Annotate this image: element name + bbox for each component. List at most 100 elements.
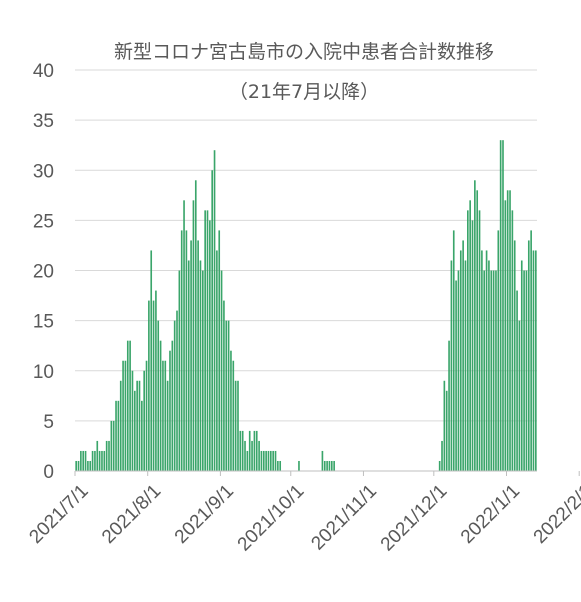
bar xyxy=(443,380,446,471)
x-tick-label: 2022/2/1 xyxy=(530,481,581,548)
bar xyxy=(279,460,282,471)
bar xyxy=(225,320,228,472)
bar xyxy=(513,240,516,471)
bar xyxy=(535,250,537,471)
bar xyxy=(169,350,171,471)
bar xyxy=(502,140,504,471)
bar xyxy=(230,350,232,471)
bar xyxy=(164,360,167,471)
bar xyxy=(206,210,209,471)
bar xyxy=(492,270,495,471)
bar xyxy=(75,460,77,471)
bar xyxy=(445,390,448,471)
bar xyxy=(511,210,514,471)
bar xyxy=(108,440,110,471)
bar xyxy=(272,450,274,471)
bar xyxy=(497,230,500,471)
bar xyxy=(244,440,246,471)
bar xyxy=(246,450,249,471)
x-tick-label: 2021/7/1 xyxy=(25,481,92,548)
bar xyxy=(89,460,92,471)
bar xyxy=(241,430,244,471)
bars xyxy=(75,140,537,472)
bar xyxy=(232,360,235,471)
bar xyxy=(187,260,190,471)
y-tick-label: 20 xyxy=(33,262,54,283)
bar xyxy=(516,290,518,471)
bar xyxy=(117,400,120,471)
bar xyxy=(277,460,279,471)
bar xyxy=(450,260,453,471)
bar xyxy=(326,460,328,471)
x-tick-label: 2021/12/1 xyxy=(377,481,452,556)
bar xyxy=(260,450,263,471)
bar xyxy=(84,450,87,471)
bar xyxy=(509,190,511,472)
bar xyxy=(520,260,523,471)
bar xyxy=(82,450,85,471)
bar xyxy=(115,400,117,471)
y-tick-label: 15 xyxy=(33,312,54,333)
bar xyxy=(504,200,507,471)
y-tick-label: 10 xyxy=(33,362,54,383)
y-tick-label: 35 xyxy=(33,111,54,132)
bar xyxy=(119,380,122,471)
bar xyxy=(211,170,214,471)
y-tick-label: 5 xyxy=(43,412,54,433)
bar xyxy=(150,250,153,471)
bar xyxy=(94,450,96,471)
bar xyxy=(488,260,490,471)
bar xyxy=(213,150,216,471)
bar xyxy=(478,210,481,471)
bar xyxy=(171,340,174,471)
bar xyxy=(176,310,178,471)
bar xyxy=(267,450,270,471)
bar xyxy=(80,450,82,471)
bar xyxy=(448,340,450,471)
bar xyxy=(459,250,462,471)
bar xyxy=(455,280,457,471)
bar xyxy=(506,190,509,472)
bar xyxy=(321,450,324,471)
bar xyxy=(131,370,134,471)
bar xyxy=(471,220,474,472)
bar xyxy=(159,340,162,471)
bar xyxy=(173,320,176,472)
bar xyxy=(126,340,129,471)
bar xyxy=(157,320,160,472)
bar xyxy=(204,210,206,471)
bar xyxy=(530,230,532,471)
bar xyxy=(476,190,479,472)
bar xyxy=(98,450,101,471)
bar xyxy=(136,380,138,471)
bar xyxy=(333,460,335,471)
bar xyxy=(124,360,127,471)
bar xyxy=(499,140,502,471)
bar xyxy=(87,460,89,471)
bar xyxy=(298,460,300,471)
y-tick-labels: 0 5 10 15 20 25 30 35 40 xyxy=(33,61,54,483)
bar xyxy=(248,430,251,471)
bar xyxy=(328,460,331,471)
bar xyxy=(103,450,106,471)
bar xyxy=(155,290,157,471)
bar xyxy=(462,240,464,471)
bar xyxy=(518,320,521,472)
bar xyxy=(183,200,185,471)
bar xyxy=(523,270,525,471)
bar xyxy=(129,340,131,471)
x-tick-label: 2022/1/1 xyxy=(457,481,524,548)
bar xyxy=(77,460,80,471)
y-tick-label: 40 xyxy=(33,61,54,82)
bar xyxy=(180,230,183,471)
bar xyxy=(469,200,471,471)
bar xyxy=(201,270,204,471)
bar xyxy=(197,240,199,471)
bar xyxy=(96,440,99,471)
bar xyxy=(330,460,333,471)
x-tick-label: 2021/10/1 xyxy=(234,481,309,556)
bar xyxy=(223,300,225,471)
bar xyxy=(138,380,141,471)
bar xyxy=(145,360,148,471)
bar xyxy=(143,370,145,471)
